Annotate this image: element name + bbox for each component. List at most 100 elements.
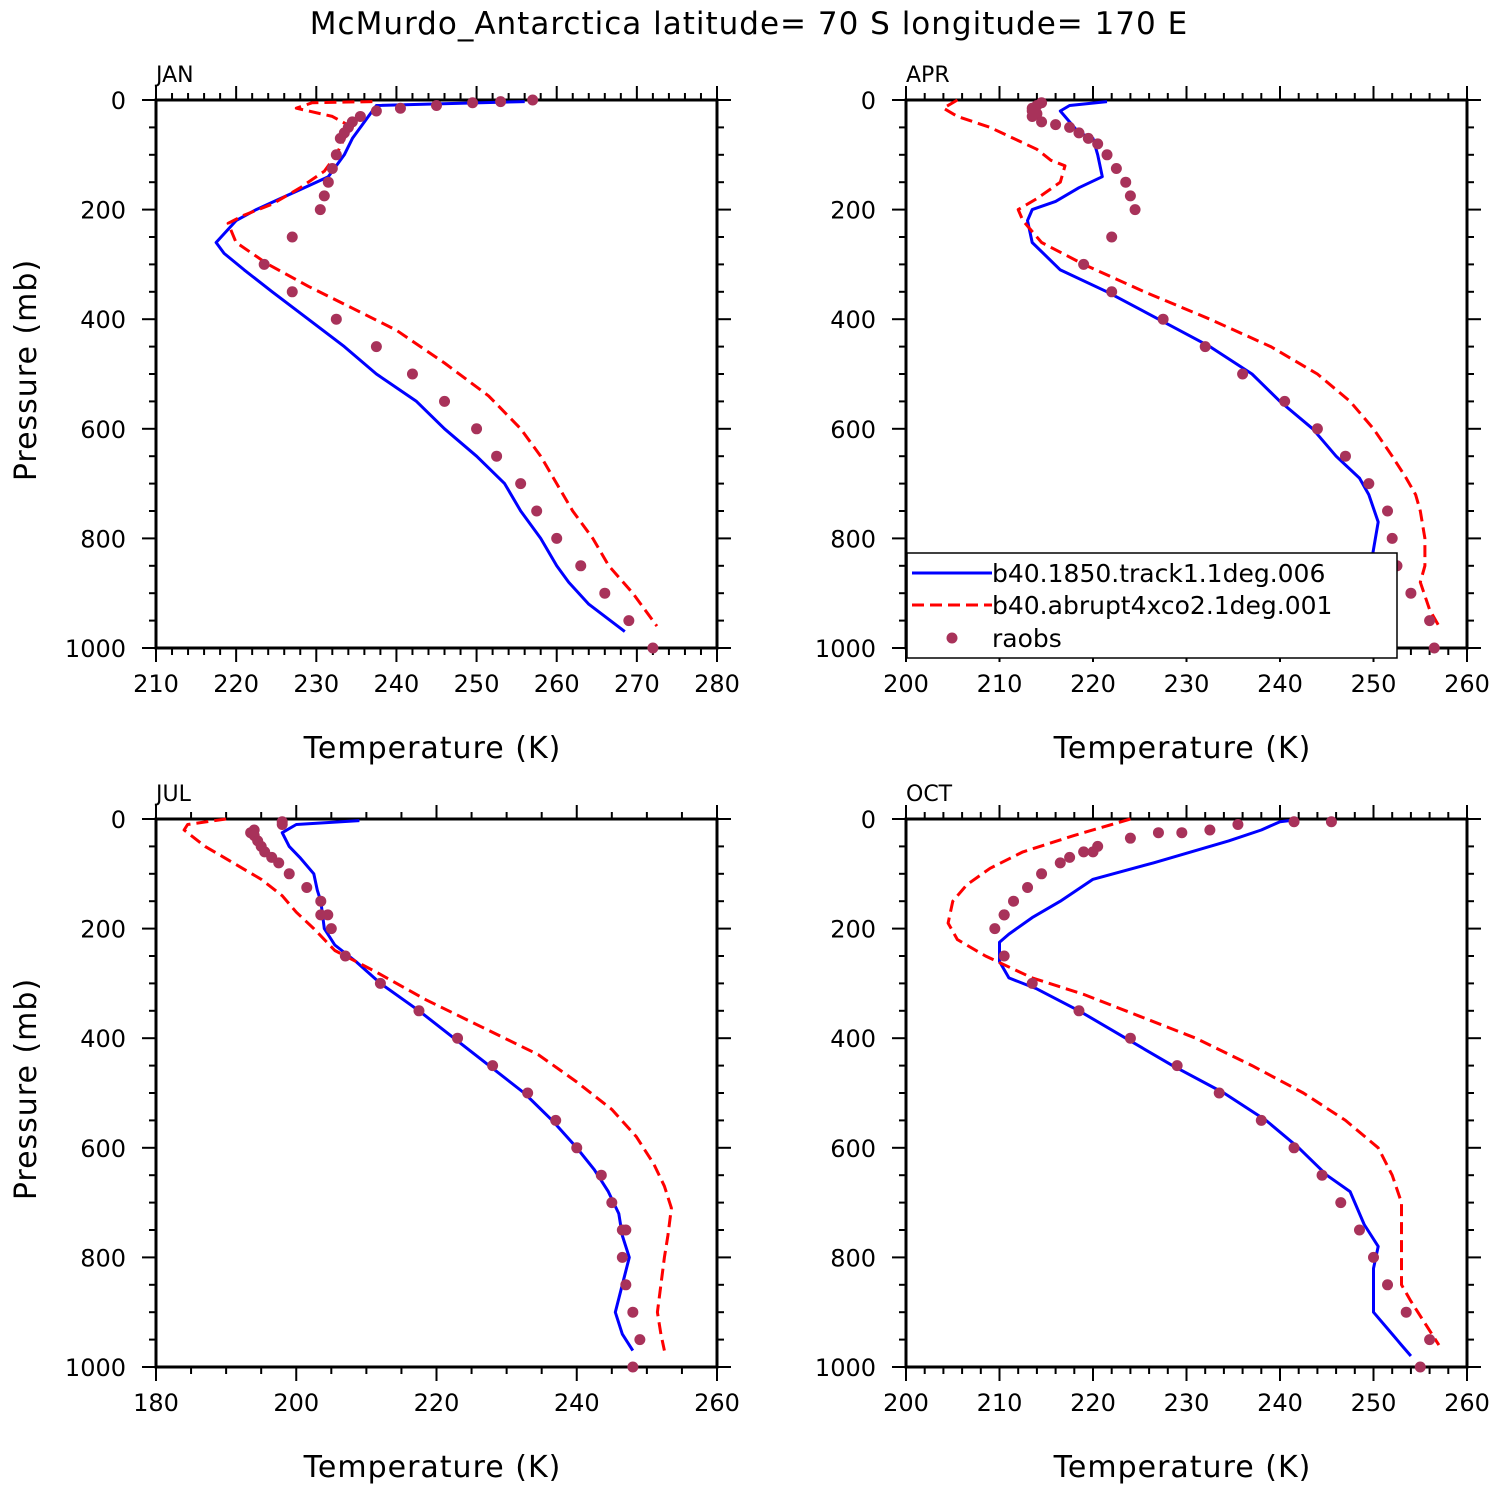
raobs-point	[1316, 1169, 1328, 1181]
raobs-point	[322, 176, 334, 188]
x-tick-label: 210	[977, 1389, 1023, 1417]
raobs-point	[1171, 1060, 1183, 1072]
x-tick-label: 260	[534, 670, 580, 698]
raobs-point	[1120, 176, 1132, 188]
raobs-point	[1213, 1087, 1225, 1099]
raobs-point	[571, 1142, 583, 1154]
raobs-point	[522, 1087, 534, 1099]
raobs-point	[606, 1197, 618, 1209]
raobs-point	[1368, 1251, 1379, 1263]
series-line-abrupt4xco2	[946, 817, 1441, 1346]
x-axis-title: Temperature (K)	[1053, 731, 1312, 766]
raobs-point	[1353, 1224, 1365, 1236]
raobs-point	[406, 368, 418, 380]
x-tick-label: 260	[1444, 670, 1490, 698]
raobs-point	[1087, 846, 1099, 858]
x-tick-label: 220	[1070, 1389, 1116, 1417]
raobs-point	[315, 895, 327, 907]
panel-label-oct: OCT	[906, 782, 953, 807]
legend-swatch-raobs	[946, 632, 958, 644]
raobs-point	[1382, 505, 1394, 517]
x-tick-label: 230	[1164, 1389, 1210, 1417]
raobs-point	[515, 478, 527, 490]
x-axis-title: Temperature (K)	[303, 1450, 562, 1485]
raobs-point	[286, 286, 298, 298]
panel-label-jan: JAN	[154, 63, 194, 88]
raobs-point	[471, 423, 483, 435]
panel-oct: OCT 200 210 220 230 240 250 260 0 200 400 600 800 100…	[815, 782, 1490, 1485]
raobs-point	[431, 99, 442, 111]
raobs-point	[989, 923, 1001, 935]
x-tick-label: 210	[133, 670, 179, 698]
raobs-point	[599, 587, 611, 599]
raobs-point	[1092, 138, 1104, 150]
y-tick-label: 800	[830, 525, 876, 553]
raobs-point	[616, 1251, 628, 1263]
raobs-point	[551, 532, 563, 544]
x-axis-title: Temperature (K)	[303, 731, 562, 766]
raobs-point	[595, 1169, 607, 1181]
raobs-point	[1129, 204, 1141, 216]
raobs-point	[1008, 895, 1020, 907]
x-tick-label: 230	[1164, 670, 1210, 698]
raobs-point	[1022, 882, 1034, 893]
series-line-control	[1026, 100, 1380, 632]
raobs-point	[334, 132, 346, 144]
raobs-point	[286, 231, 298, 243]
raobs-point	[354, 110, 366, 122]
x-tick-label: 200	[883, 1389, 929, 1417]
y-tick-label: 800	[830, 1244, 876, 1272]
raobs-point	[1082, 132, 1094, 144]
raobs-point	[1382, 1279, 1394, 1291]
series-line-control	[280, 819, 635, 1352]
raobs-point	[531, 505, 543, 517]
raobs-point	[1106, 286, 1118, 298]
raobs-point	[330, 313, 342, 325]
raobs-point	[998, 950, 1010, 962]
raobs-point	[1110, 163, 1122, 174]
raobs-point	[1124, 1032, 1136, 1044]
raobs-point	[575, 560, 587, 572]
x-tick-label: 240	[374, 670, 420, 698]
raobs-point	[623, 615, 635, 627]
series-line-control	[998, 819, 1413, 1357]
raobs-point	[1199, 341, 1211, 353]
y-axis-title: Pressure (mb)	[9, 978, 44, 1200]
x-tick-label: 230	[293, 670, 339, 698]
series-line-abrupt4xco2	[226, 100, 659, 627]
raobs-point	[258, 258, 270, 270]
raobs-point	[467, 97, 479, 109]
raobs-point	[1414, 1361, 1426, 1373]
raobs-point	[276, 818, 288, 830]
raobs-point	[1078, 846, 1090, 858]
legend-label: raobs	[992, 624, 1062, 653]
raobs-point	[318, 190, 330, 202]
raobs-point	[1311, 423, 1323, 435]
raobs-point	[1064, 121, 1076, 133]
panel-apr: APR 200 210 220 230 240 250 260 0 200 400 600 800 100…	[815, 63, 1490, 766]
y-tick-label: 0	[111, 806, 126, 834]
x-axis-title: Temperature (K)	[1053, 1450, 1312, 1485]
plot-frame	[154, 98, 719, 650]
raobs-point	[620, 1279, 632, 1291]
raobs-point	[1255, 1114, 1267, 1126]
raobs-point	[439, 395, 451, 407]
x-tick-label: 270	[614, 670, 660, 698]
x-tick-label: 260	[694, 1389, 740, 1417]
x-tick-label: 240	[1257, 670, 1303, 698]
y-tick-label: 600	[830, 416, 876, 444]
raobs-point	[394, 102, 406, 114]
raobs-point	[1036, 116, 1048, 128]
raobs-point	[413, 1005, 425, 1017]
y-tick-label: 1000	[815, 635, 876, 663]
raobs-point	[322, 909, 334, 921]
y-tick-label: 200	[80, 197, 126, 225]
raobs-point	[1124, 190, 1136, 202]
x-tick-label: 240	[1257, 1389, 1303, 1417]
raobs-point	[1054, 857, 1066, 869]
legend: b40.1850.track1.1deg.006 b40.abrupt4xco2.…	[906, 552, 1398, 659]
panel-label-apr: APR	[906, 63, 950, 88]
y-tick-label: 200	[830, 197, 876, 225]
raobs-point	[1288, 1142, 1300, 1154]
panel-jan: JAN 210 220 230 240 250 260 270 280 0 200 400 600 800…	[9, 63, 740, 766]
